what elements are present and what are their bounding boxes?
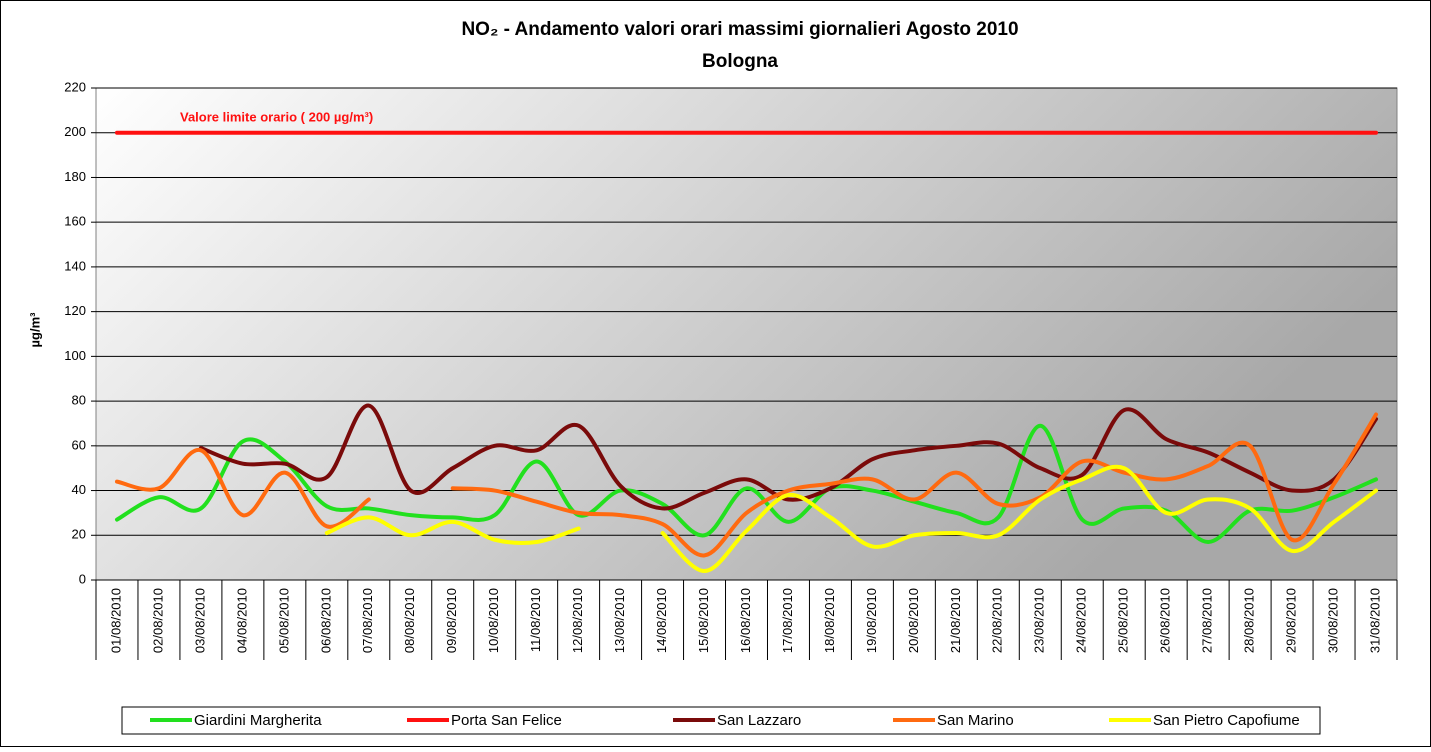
x-tick-label: 31/08/2010 bbox=[1367, 588, 1382, 653]
y-tick-label: 200 bbox=[64, 124, 86, 139]
x-tick-label: 10/08/2010 bbox=[486, 588, 501, 653]
x-tick-label: 09/08/2010 bbox=[444, 588, 459, 653]
x-tick-label: 19/08/2010 bbox=[864, 588, 879, 653]
x-tick-label: 21/08/2010 bbox=[948, 588, 963, 653]
annotation: Valore limite orario ( 200 µg/m³) bbox=[180, 109, 373, 124]
chart-title: NO₂ - Andamento valori orari massimi gio… bbox=[461, 19, 1018, 40]
x-tick-label: 08/08/2010 bbox=[402, 588, 417, 653]
x-tick-label: 17/08/2010 bbox=[780, 588, 795, 653]
x-tick-label: 26/08/2010 bbox=[1158, 588, 1173, 653]
chart-subtitle: Bologna bbox=[702, 51, 778, 72]
y-tick-label: 140 bbox=[64, 258, 86, 273]
y-tick-label: 0 bbox=[79, 571, 86, 586]
x-tick-label: 28/08/2010 bbox=[1242, 588, 1257, 653]
x-tick-label: 18/08/2010 bbox=[822, 588, 837, 653]
y-tick-label: 160 bbox=[64, 214, 86, 229]
x-tick-label: 15/08/2010 bbox=[696, 588, 711, 653]
series-line bbox=[114, 448, 371, 529]
y-tick-label: 120 bbox=[64, 303, 86, 318]
y-tick-label: 220 bbox=[64, 79, 86, 94]
legend-label: San Pietro Capofiume bbox=[1153, 712, 1300, 729]
x-tick-label: 16/08/2010 bbox=[738, 588, 753, 653]
x-tick-label: 05/08/2010 bbox=[276, 588, 291, 653]
y-tick-label: 100 bbox=[64, 348, 86, 363]
legend-label: San Lazzaro bbox=[717, 712, 801, 729]
legend-label: San Marino bbox=[937, 712, 1014, 729]
x-tick-label: 07/08/2010 bbox=[360, 588, 375, 653]
y-tick-label: 60 bbox=[72, 437, 86, 452]
series-line bbox=[324, 515, 581, 545]
plot-area bbox=[95, 87, 1398, 581]
x-tick-label: 12/08/2010 bbox=[570, 588, 585, 653]
y-tick-label: 20 bbox=[72, 527, 86, 542]
x-tick-label: 06/08/2010 bbox=[318, 588, 333, 653]
series-line bbox=[198, 403, 1379, 511]
x-tick-label: 27/08/2010 bbox=[1200, 588, 1215, 653]
series-line bbox=[660, 464, 1379, 574]
x-tick-label: 22/08/2010 bbox=[990, 588, 1005, 653]
x-tick-label: 13/08/2010 bbox=[612, 588, 627, 653]
x-tick-label: 30/08/2010 bbox=[1325, 588, 1340, 653]
x-tick-label: 11/08/2010 bbox=[528, 588, 543, 652]
x-tick-label: 14/08/2010 bbox=[654, 588, 669, 653]
series-line bbox=[450, 412, 1379, 558]
x-tick-label: 02/08/2010 bbox=[150, 588, 165, 653]
x-tick-label: 04/08/2010 bbox=[234, 588, 249, 653]
y-axis-label: µg/m³ bbox=[27, 312, 42, 348]
x-tick-label: 25/08/2010 bbox=[1116, 588, 1131, 653]
x-tick-label: 01/08/2010 bbox=[108, 588, 123, 653]
y-tick-label: 80 bbox=[72, 393, 86, 408]
y-tick-label: 40 bbox=[72, 482, 86, 497]
legend-label: Porta San Felice bbox=[451, 712, 562, 729]
x-tick-label: 23/08/2010 bbox=[1032, 588, 1047, 653]
legend-label: Giardini Margherita bbox=[194, 712, 322, 729]
y-tick-label: 180 bbox=[64, 169, 86, 184]
x-tick-label: 29/08/2010 bbox=[1284, 588, 1299, 653]
x-tick-label: 20/08/2010 bbox=[906, 588, 921, 653]
x-tick-label: 24/08/2010 bbox=[1074, 588, 1089, 653]
x-tick-label: 03/08/2010 bbox=[192, 588, 207, 653]
